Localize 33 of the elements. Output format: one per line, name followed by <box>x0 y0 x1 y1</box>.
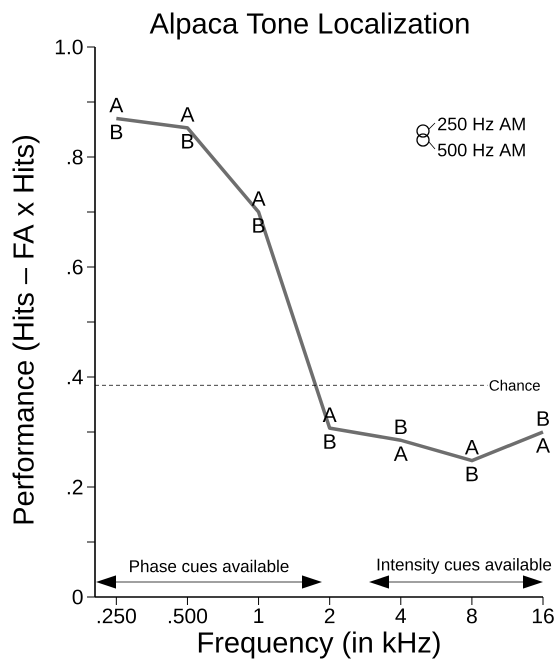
chart-title: Alpaca Tone Localization <box>150 12 468 40</box>
x-tick-label: 16 <box>532 608 554 624</box>
annotation: 500 Hz AM <box>438 144 525 156</box>
x-tick-label: 1 <box>254 608 264 623</box>
annotation: B <box>324 434 336 449</box>
annotation: A <box>394 446 408 461</box>
x-tick-label: .500 <box>168 608 208 624</box>
annotation: A <box>252 191 266 206</box>
annotation: B <box>395 420 407 434</box>
ref-line-label: Chance <box>490 380 540 391</box>
annotation: A <box>180 107 194 122</box>
y-axis-title: Performance (Hits – FA x Hits) <box>12 136 40 524</box>
x-tick-label: 8 <box>466 608 477 624</box>
annotation: Intensity cues available <box>378 558 552 574</box>
annotation: B <box>111 124 122 140</box>
x-axis-title: Frequency (in kHz) <box>198 631 440 659</box>
annotation: Phase cues available <box>130 560 289 572</box>
annotation: A <box>464 440 479 454</box>
annotation: B <box>182 134 194 148</box>
annotation: B <box>466 466 478 482</box>
y-tick-label: .2 <box>68 480 82 494</box>
annotation: A <box>536 438 550 453</box>
x-tick-label: 2 <box>324 608 334 624</box>
x-tick-label: 4 <box>395 608 406 623</box>
y-tick-label: 1.0 <box>56 40 83 54</box>
y-tick-label: .6 <box>68 260 83 274</box>
annotation: A <box>109 98 124 112</box>
x-tick-label: .250 <box>98 608 136 624</box>
y-tick-label: .8 <box>68 150 83 164</box>
annotation: 250 Hz AM <box>438 118 525 130</box>
y-tick-label: .4 <box>68 370 83 384</box>
annotation: B <box>538 411 549 426</box>
y-tick-label: 0 <box>72 590 83 604</box>
